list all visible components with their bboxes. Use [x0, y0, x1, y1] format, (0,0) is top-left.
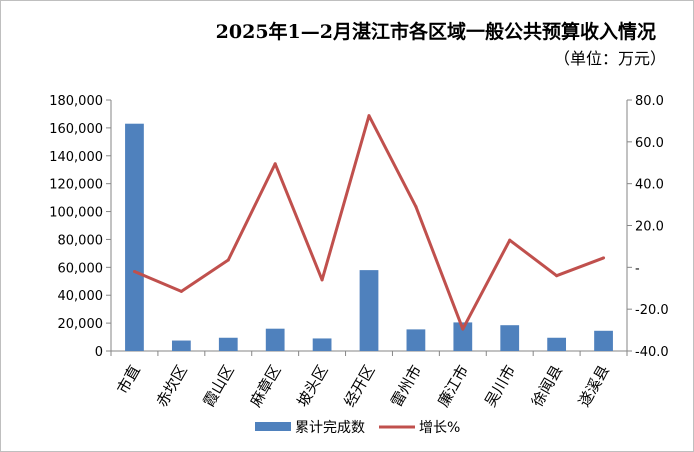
- growth-point-7: [414, 205, 418, 209]
- left-tick-label: 140,000: [49, 150, 103, 165]
- left-tick-label: 120,000: [49, 178, 103, 193]
- left-tick-label: 160,000: [49, 122, 103, 137]
- bar-2: [171, 340, 191, 351]
- x-tick-label: 徐闻县: [528, 362, 566, 410]
- bar-7: [406, 329, 426, 351]
- growth-point-3: [226, 258, 230, 262]
- right-tick-label: 20.0: [635, 220, 664, 235]
- legend: 累计完成数 增长%: [255, 420, 460, 436]
- bar-9: [500, 325, 520, 351]
- plot-area: 0 20,000 40,000 60,000 80,000 100,000 120,000 1…: [49, 94, 668, 410]
- left-tick-label: 20,000: [58, 317, 104, 332]
- bar-10: [547, 337, 567, 351]
- chart-title: 2025年1—2月湛江市各区域一般公共预算收入情况: [216, 20, 656, 43]
- right-tick-label: 40.0: [635, 178, 664, 193]
- right-tick-label: -40.0: [635, 345, 669, 360]
- growth-point-4: [273, 162, 277, 166]
- bar-6: [359, 270, 379, 351]
- bar-4: [265, 328, 285, 351]
- right-tick-label: 60.0: [635, 136, 664, 151]
- left-tick-label: 40,000: [58, 289, 104, 304]
- left-tick-label: 180,000: [49, 94, 103, 109]
- growth-point-11: [602, 256, 606, 260]
- chart-subtitle: （单位：万元）: [554, 49, 666, 68]
- growth-point-8: [461, 327, 465, 331]
- growth-point-9: [508, 238, 512, 242]
- x-tick-label: 市直: [113, 362, 144, 397]
- x-tick-label: 廉江市: [434, 362, 472, 410]
- growth-point-2: [179, 289, 183, 293]
- growth-point-10: [555, 274, 559, 278]
- legend-swatch-bar: [255, 422, 291, 431]
- left-tick-label: 0: [95, 345, 103, 360]
- x-tick-label: 霞山区: [200, 362, 238, 410]
- growth-point-1: [132, 270, 136, 274]
- x-tick-label: 吴川市: [481, 362, 519, 410]
- bar-3: [218, 337, 238, 351]
- x-tick-label: 经开区: [340, 362, 378, 410]
- legend-label-line: 增长%: [419, 420, 460, 436]
- bar-8: [453, 322, 473, 351]
- x-tick-label: 赤坎区: [153, 362, 191, 410]
- x-tick-label: 雷州市: [387, 362, 425, 410]
- growth-point-5: [320, 278, 324, 282]
- x-tick-label: 坡头区: [293, 362, 331, 410]
- left-tick-label: 100,000: [49, 206, 103, 221]
- legend-label-bar: 累计完成数: [295, 420, 365, 436]
- bar-11: [594, 330, 613, 351]
- right-tick-label: -: [635, 261, 640, 276]
- right-tick-label: -20.0: [635, 303, 669, 318]
- right-tick-label: 80.0: [635, 94, 664, 109]
- x-tick-label: 遂溪县: [575, 362, 613, 410]
- left-tick-label: 80,000: [58, 233, 104, 248]
- x-tick-label: 麻章区: [247, 362, 285, 410]
- left-tick-label: 60,000: [58, 261, 104, 276]
- growth-point-6: [367, 114, 371, 118]
- bar-5: [312, 338, 332, 351]
- bar-1: [125, 123, 144, 351]
